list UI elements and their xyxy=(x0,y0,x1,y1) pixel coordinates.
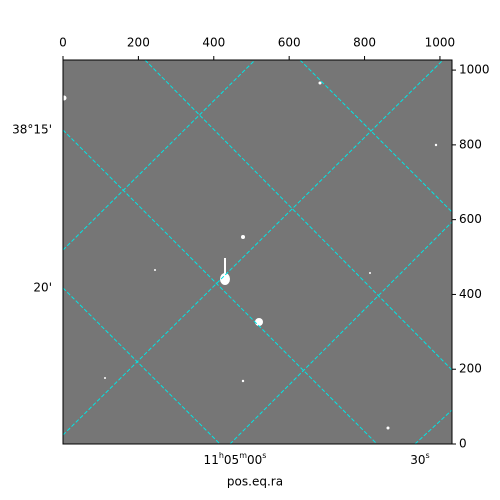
dec-tick-label: 38°15' xyxy=(12,123,52,137)
frame xyxy=(62,59,453,445)
coordinate-grid xyxy=(62,59,453,445)
x-tick-label: 1000 xyxy=(425,36,456,50)
x-tick-label: 200 xyxy=(127,36,150,50)
y-tick-label: 1000 xyxy=(459,63,490,77)
x-tick-label: 600 xyxy=(278,36,301,50)
x-tick-label: 400 xyxy=(202,36,225,50)
dec-tick-label: 20' xyxy=(33,281,52,295)
y-tick-label: 0 xyxy=(459,437,467,451)
y-tick-label: 400 xyxy=(459,287,482,301)
image xyxy=(63,60,452,444)
ra-tick-label: 30s xyxy=(410,451,429,467)
x-tick-label: 800 xyxy=(353,36,376,50)
stars xyxy=(61,81,438,430)
x-tick-label: 0 xyxy=(59,36,67,50)
y-tick-label: 600 xyxy=(459,212,482,226)
x-axis-label: pos.eq.ra xyxy=(227,475,283,489)
y-tick-label: 200 xyxy=(459,362,482,376)
ra-tick-label: 11h05m00s xyxy=(204,451,267,467)
y-tick-label: 800 xyxy=(459,137,482,151)
